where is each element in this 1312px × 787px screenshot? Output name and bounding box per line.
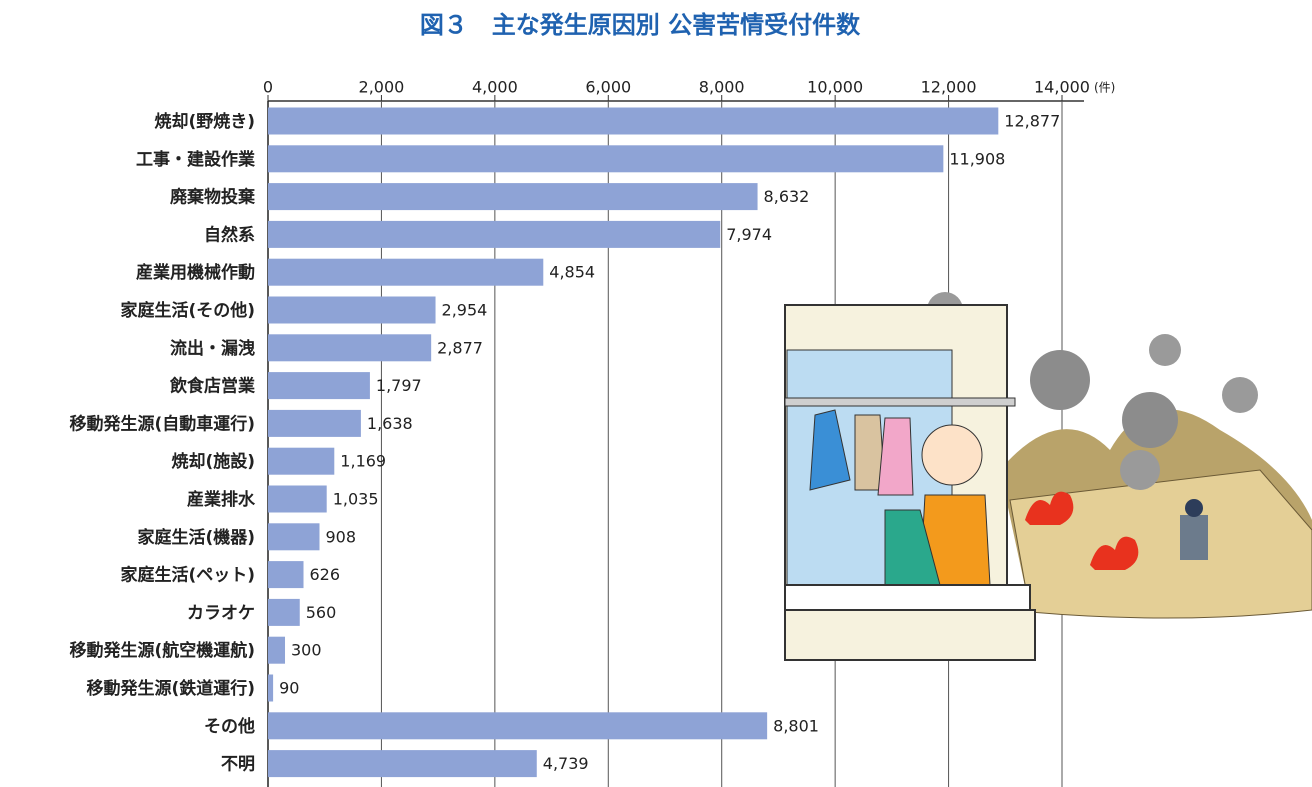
value-label: 1,638 <box>367 414 413 433</box>
x-tick-label: 12,000 <box>921 78 977 97</box>
value-label: 1,035 <box>333 490 379 509</box>
x-tick-label: 0 <box>263 78 273 97</box>
bar <box>268 409 361 437</box>
smoke <box>1122 392 1178 448</box>
y-tick-label: カラオケ <box>187 603 255 623</box>
smoke <box>1222 377 1258 413</box>
x-tick-label: 8,000 <box>699 78 745 97</box>
balcony <box>784 584 1031 611</box>
y-tick-label: 不明 <box>221 755 255 775</box>
bar <box>268 636 286 664</box>
bar <box>268 485 327 513</box>
x-tick-label: 10,000 <box>807 78 863 97</box>
x-tick-label: 14,000 <box>1034 78 1090 97</box>
y-tick-label: 移動発生源(航空機運航) <box>69 640 255 661</box>
y-tick-label: 工事・建設作業 <box>136 149 255 170</box>
bar <box>268 296 436 324</box>
smoke <box>1149 334 1181 366</box>
y-tick-label: 移動発生源(自動車運行) <box>69 413 255 434</box>
shirt <box>877 417 914 496</box>
pole <box>784 397 1016 407</box>
bar <box>268 372 370 400</box>
y-tick-label: 家庭生活(機器) <box>137 527 255 548</box>
bar <box>268 674 274 702</box>
y-tick-label: 産業排水 <box>187 489 256 510</box>
value-label: 11,908 <box>949 149 1005 168</box>
value-label: 300 <box>291 641 322 660</box>
person <box>1180 515 1208 560</box>
y-tick-label: 自然系 <box>204 224 255 245</box>
value-label: 1,797 <box>376 376 422 395</box>
bar <box>268 598 300 626</box>
y-tick-label: 廃棄物投棄 <box>170 187 256 208</box>
value-label: 8,632 <box>764 187 810 206</box>
y-tick-label: 焼却(施設) <box>171 451 255 472</box>
fire <box>1090 536 1139 570</box>
value-label: 908 <box>325 527 356 546</box>
y-tick-label: 焼却(野焼き) <box>154 111 255 132</box>
value-label: 8,801 <box>773 716 819 735</box>
value-label: 12,877 <box>1004 112 1060 131</box>
x-tick-label: 4,000 <box>472 78 518 97</box>
person-head <box>1185 499 1203 517</box>
value-label: 1,169 <box>340 452 386 471</box>
balcony <box>784 609 1036 661</box>
x-tick-label: 2,000 <box>359 78 405 97</box>
value-label: 626 <box>310 565 341 584</box>
value-label: 2,877 <box>437 338 483 357</box>
bar <box>268 258 544 286</box>
smoke <box>1120 450 1160 490</box>
value-label: 4,739 <box>543 754 589 773</box>
illustration <box>784 292 1312 661</box>
bar <box>268 447 335 475</box>
chart-title: 図３ 主な発生原因別 公害苦情受付件数 <box>420 11 861 39</box>
smoke <box>1030 350 1090 410</box>
y-tick-label: 家庭生活(その他) <box>120 300 255 321</box>
value-label: 90 <box>279 679 299 698</box>
value-label: 560 <box>306 603 337 622</box>
bar <box>268 183 758 211</box>
y-tick-label: その他 <box>204 716 255 737</box>
x-unit: (件) <box>1094 81 1115 95</box>
shirt <box>809 409 851 491</box>
y-tick-label: 家庭生活(ペット) <box>120 565 255 586</box>
bar <box>268 220 721 248</box>
fire <box>1025 491 1074 525</box>
bar <box>268 561 304 589</box>
value-label: 7,974 <box>726 225 772 244</box>
marks: 0 2,000 4,000 6,000 8,000 10,000 12,000 14,000 (… <box>69 78 1115 778</box>
bar <box>268 145 944 173</box>
y-tick-label: 飲食店営業 <box>169 376 255 397</box>
woman-head <box>921 424 983 486</box>
value-label: 4,854 <box>549 263 595 282</box>
bar <box>268 712 768 740</box>
y-tick-label: 産業用機械作動 <box>136 262 255 283</box>
bar <box>268 750 537 778</box>
bar <box>268 107 999 135</box>
bar <box>268 523 320 551</box>
value-label: 2,954 <box>442 301 488 320</box>
bar <box>268 334 432 362</box>
y-tick-label: 流出・漏洩 <box>170 338 255 359</box>
x-tick-label: 6,000 <box>585 78 631 97</box>
y-tick-label: 移動発生源(鉄道運行) <box>86 678 255 699</box>
